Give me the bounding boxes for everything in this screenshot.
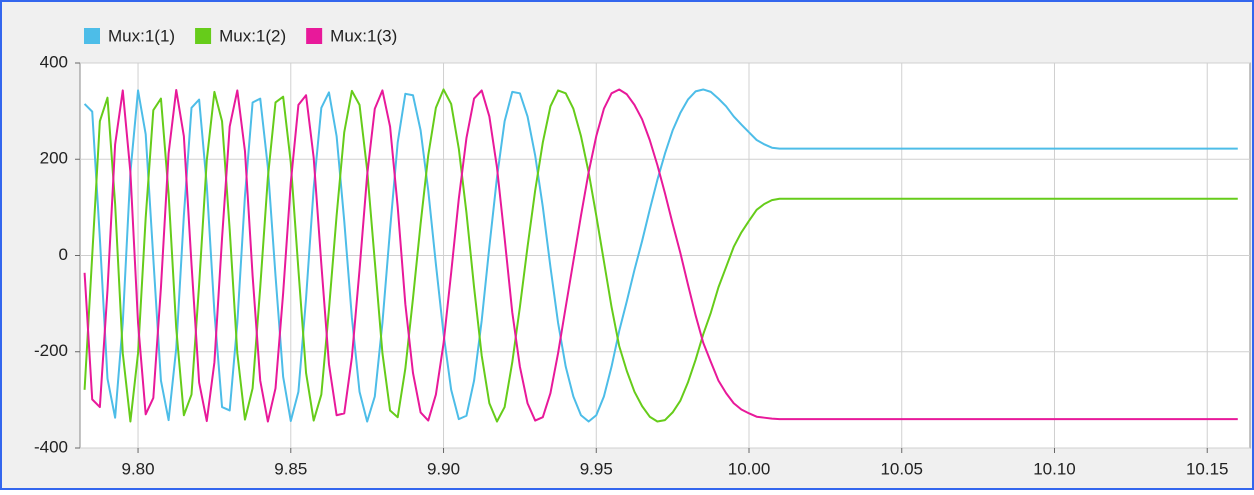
grid xyxy=(75,62,1250,453)
x-tick-label: 10.10 xyxy=(1033,459,1076,478)
y-tick-label: -200 xyxy=(34,341,68,360)
lines xyxy=(83,88,1238,423)
x-tick-label: 9.85 xyxy=(274,459,307,478)
x-tick-label: 9.90 xyxy=(427,459,460,478)
x-tick-label: 9.80 xyxy=(121,459,154,478)
series-line xyxy=(83,88,1238,423)
legend: Mux:1(1) Mux:1(2) Mux:1(3) xyxy=(84,26,397,45)
legend-swatch xyxy=(84,28,100,44)
y-tick-label: 400 xyxy=(40,52,68,71)
legend-swatch xyxy=(195,28,212,44)
legend-label: Mux:1(3) xyxy=(330,26,397,45)
x-tick-label: 10.00 xyxy=(728,459,771,478)
legend-swatch xyxy=(306,28,323,44)
legend-label: Mux:1(1) xyxy=(108,26,175,45)
y-tick-label: -400 xyxy=(34,437,68,456)
x-tick-label: 9.95 xyxy=(580,459,613,478)
y-tick-label: 200 xyxy=(40,149,68,168)
legend-label: Mux:1(2) xyxy=(219,26,286,45)
series-line xyxy=(83,88,1238,423)
y-tick-label: 0 xyxy=(59,245,68,264)
labels: 400 200 0 -200 -400 9.80 9.85 9.90 9.95 10.00 10.0… xyxy=(34,52,1229,478)
x-tick-label: 10.15 xyxy=(1186,459,1229,478)
series-line xyxy=(83,88,1238,423)
x-tick-label: 10.05 xyxy=(880,459,923,478)
